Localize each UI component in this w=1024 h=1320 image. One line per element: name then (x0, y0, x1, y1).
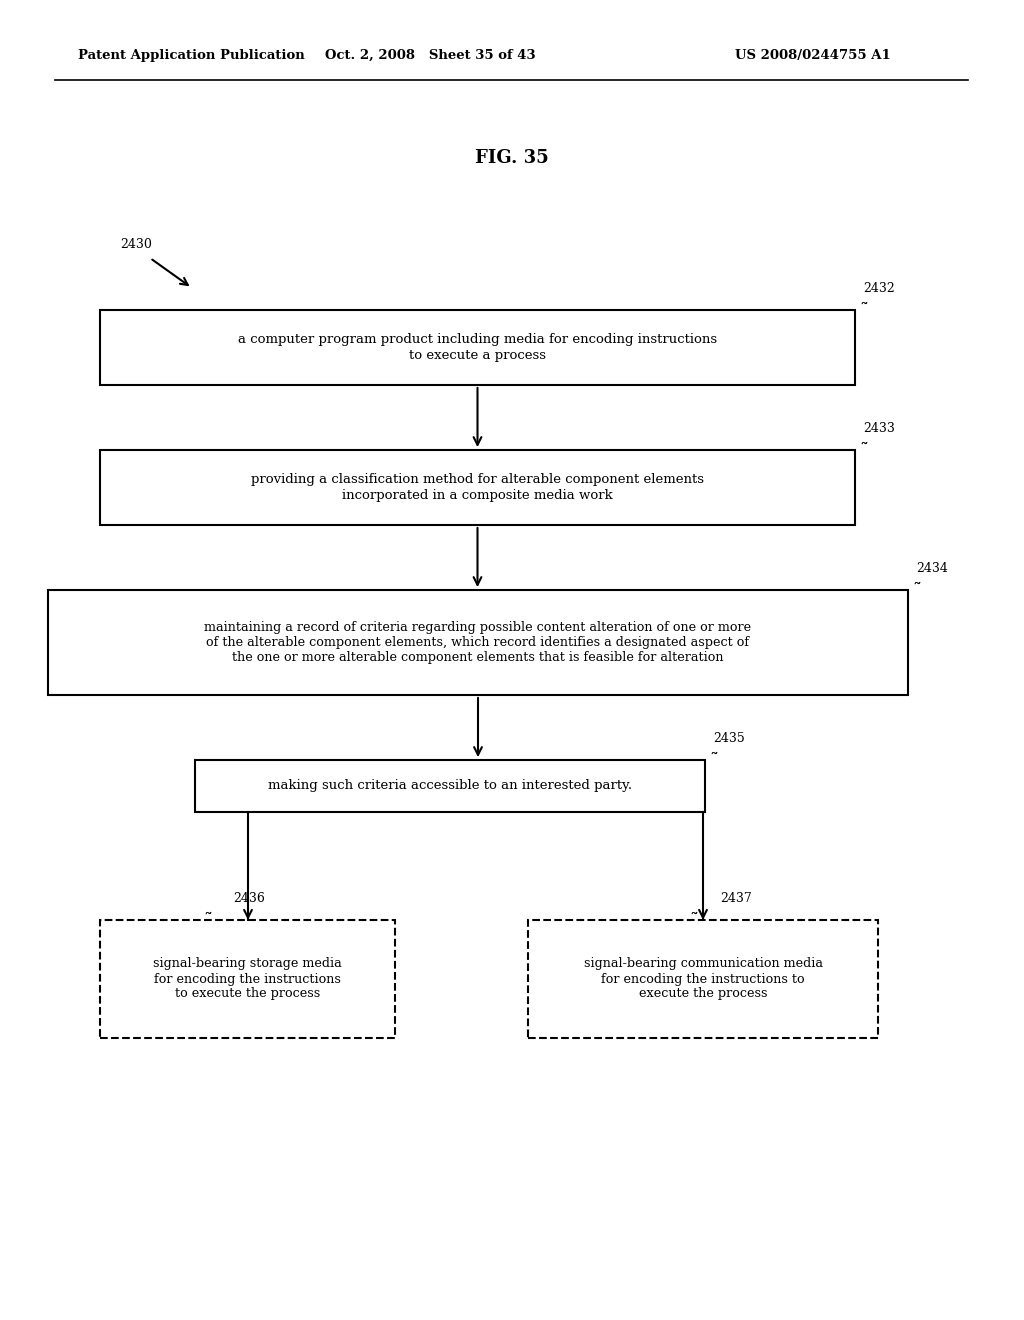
FancyBboxPatch shape (48, 590, 908, 696)
FancyBboxPatch shape (195, 760, 705, 812)
Text: 2435: 2435 (713, 731, 744, 744)
Text: 2434: 2434 (916, 561, 948, 574)
Text: 2430: 2430 (120, 239, 152, 252)
FancyBboxPatch shape (528, 920, 878, 1038)
Text: making such criteria accessible to an interested party.: making such criteria accessible to an in… (268, 780, 632, 792)
Text: US 2008/0244755 A1: US 2008/0244755 A1 (735, 49, 891, 62)
Text: maintaining a record of criteria regarding possible content alteration of one or: maintaining a record of criteria regardi… (205, 620, 752, 664)
Text: 2433: 2433 (863, 421, 895, 434)
Text: ˜: ˜ (859, 302, 868, 319)
Text: Oct. 2, 2008   Sheet 35 of 43: Oct. 2, 2008 Sheet 35 of 43 (325, 49, 536, 62)
Text: signal-bearing communication media
for encoding the instructions to
execute the : signal-bearing communication media for e… (584, 957, 822, 1001)
Text: ˜: ˜ (859, 442, 868, 459)
FancyBboxPatch shape (100, 450, 855, 525)
Text: ˜: ˜ (689, 912, 698, 931)
Text: 2437: 2437 (721, 891, 753, 904)
FancyBboxPatch shape (100, 310, 855, 385)
Text: ˜: ˜ (912, 582, 921, 601)
Text: Patent Application Publication: Patent Application Publication (78, 49, 305, 62)
Text: signal-bearing storage media
for encoding the instructions
to execute the proces: signal-bearing storage media for encodin… (154, 957, 342, 1001)
Text: ˜: ˜ (203, 912, 212, 931)
Text: providing a classification method for alterable component elements
incorporated : providing a classification method for al… (251, 474, 705, 502)
Text: ˜: ˜ (709, 752, 718, 770)
FancyBboxPatch shape (100, 920, 395, 1038)
Text: a computer program product including media for encoding instructions
to execute : a computer program product including med… (238, 334, 717, 362)
Text: 2432: 2432 (863, 281, 895, 294)
Text: 2436: 2436 (232, 891, 264, 904)
Text: FIG. 35: FIG. 35 (475, 149, 549, 168)
